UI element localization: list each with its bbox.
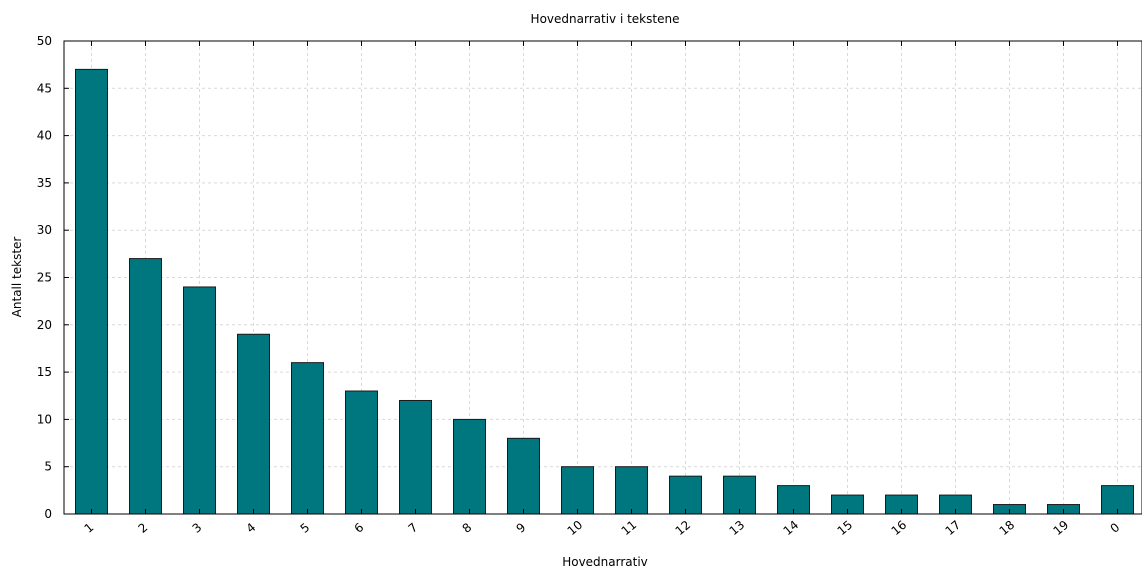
y-tick-label: 50 — [37, 34, 52, 48]
x-tick-label: 16 — [889, 518, 910, 539]
y-tick-label: 30 — [37, 223, 52, 237]
bar — [237, 333, 270, 515]
y-tick-label: 5 — [44, 460, 52, 474]
x-tick-label: 11 — [619, 518, 640, 539]
bar — [75, 68, 108, 515]
grid — [64, 41, 1142, 514]
y-tick-label: 45 — [37, 81, 52, 95]
y-tick-label: 25 — [37, 271, 52, 285]
x-tick-label: 8 — [460, 520, 475, 536]
x-tick-label: 6 — [352, 520, 367, 536]
y-tick-label: 35 — [37, 176, 52, 190]
x-tick-label: 14 — [781, 518, 802, 539]
x-tick-labels: 1 2 3 4 5 6 7 8 9 10 11 12 13 14 15 16 17 18 19 0 — [82, 518, 1123, 539]
y-tick-label: 15 — [37, 365, 52, 379]
x-tick-label: 9 — [514, 520, 529, 536]
plot-frame — [63, 40, 1142, 515]
bar — [669, 475, 702, 515]
x-tick-label: 7 — [406, 520, 421, 536]
bar — [453, 418, 486, 515]
x-tick-label: 18 — [997, 518, 1018, 539]
x-tick-label: 3 — [190, 520, 205, 536]
bar — [291, 362, 324, 515]
bar — [129, 258, 162, 515]
y-tick-label: 40 — [37, 129, 52, 143]
y-tick-label: 20 — [37, 318, 52, 332]
bars — [75, 68, 1134, 515]
x-tick-label: 2 — [136, 520, 151, 536]
x-axis-label: Hovednarrativ — [562, 555, 648, 569]
x-tick-label: 4 — [244, 520, 259, 536]
x-tick-label: 1 — [82, 520, 97, 536]
bar — [723, 475, 756, 515]
bar — [507, 437, 540, 515]
ticks — [64, 40, 1118, 515]
y-tick-label: 10 — [37, 412, 52, 426]
x-tick-label: 19 — [1051, 518, 1072, 539]
x-tick-label: 10 — [565, 518, 586, 539]
x-tick-label: 17 — [943, 518, 964, 539]
x-tick-label: 5 — [298, 520, 313, 536]
y-tick-label: 0 — [44, 507, 52, 521]
x-tick-label: 13 — [727, 518, 748, 539]
x-tick-label: 12 — [673, 518, 694, 539]
y-axis-label: Antall tekster — [10, 237, 24, 318]
x-tick-label: 15 — [835, 518, 856, 539]
x-tick-label: 0 — [1108, 520, 1123, 536]
chart-title: Hovednarrativ i tekstene — [531, 12, 680, 26]
bar — [615, 466, 648, 515]
bar — [183, 286, 216, 515]
bar — [399, 399, 432, 515]
y-tick-labels: 0 5 10 15 20 25 30 35 40 45 50 — [37, 34, 52, 521]
bar — [345, 390, 378, 515]
bar — [561, 466, 594, 515]
